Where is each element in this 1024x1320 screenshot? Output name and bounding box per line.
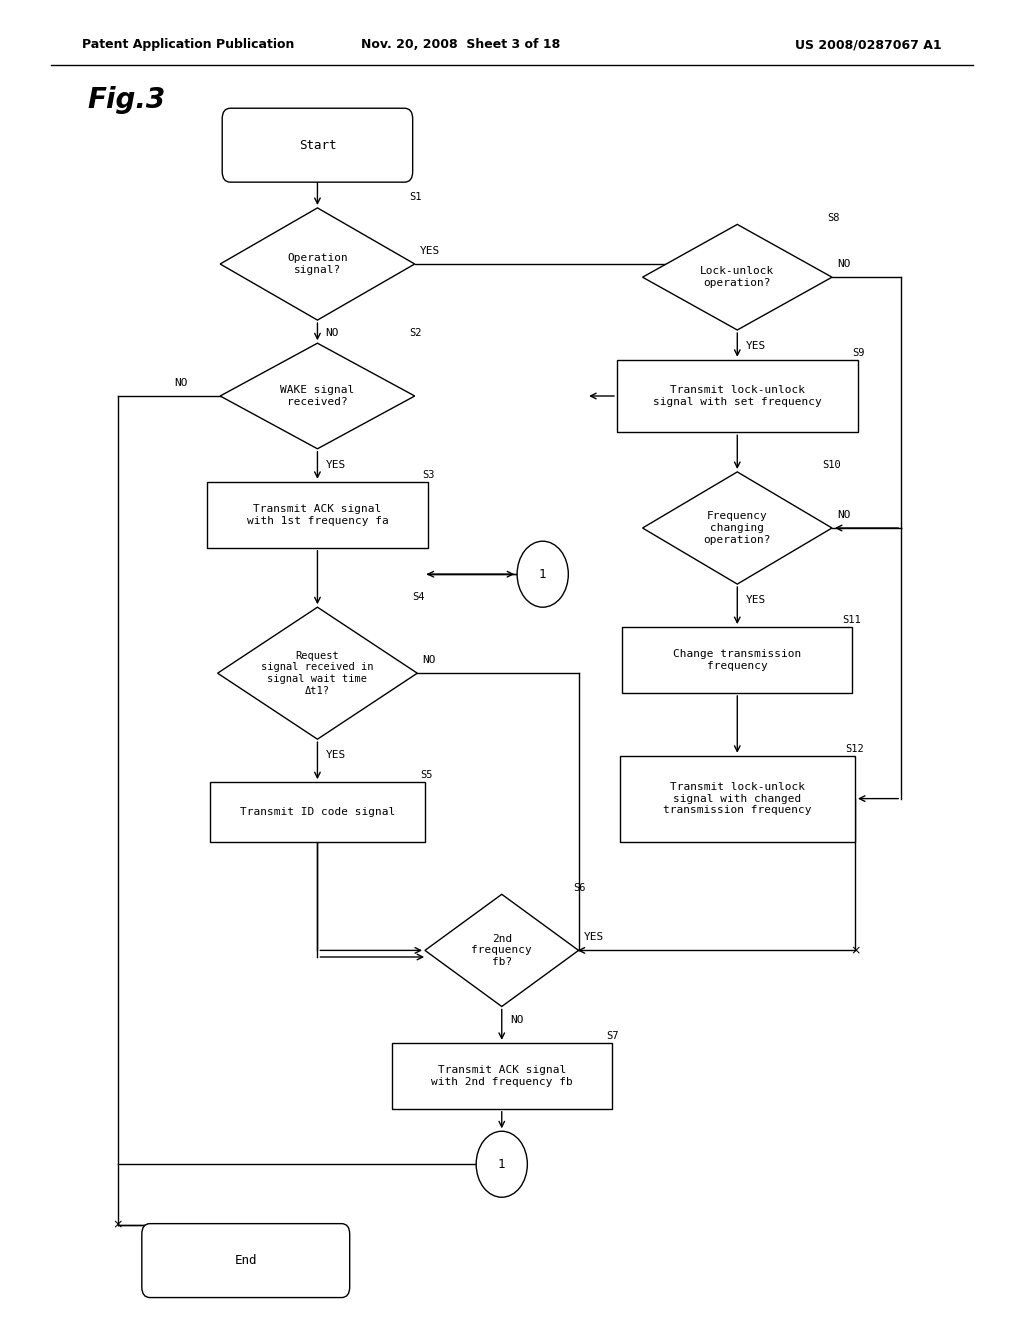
Bar bbox=[622, 627, 852, 693]
Text: US 2008/0287067 A1: US 2008/0287067 A1 bbox=[796, 38, 942, 51]
Polygon shape bbox=[220, 343, 415, 449]
Text: 1: 1 bbox=[539, 568, 547, 581]
Text: Transmit ACK signal
with 1st frequency fa: Transmit ACK signal with 1st frequency f… bbox=[247, 504, 388, 525]
Text: End: End bbox=[234, 1254, 257, 1267]
Text: ×: × bbox=[113, 1218, 123, 1232]
Text: Lock-unlock
operation?: Lock-unlock operation? bbox=[700, 267, 774, 288]
Text: Request
signal received in
signal wait time
Δt1?: Request signal received in signal wait t… bbox=[261, 651, 374, 696]
Text: S5: S5 bbox=[420, 771, 432, 780]
Text: Fig.3: Fig.3 bbox=[87, 86, 165, 114]
Text: YES: YES bbox=[326, 750, 346, 760]
FancyBboxPatch shape bbox=[141, 1224, 349, 1298]
Text: 2nd
frequency
fb?: 2nd frequency fb? bbox=[471, 933, 532, 968]
Text: S7: S7 bbox=[606, 1031, 620, 1041]
Bar bbox=[616, 360, 858, 433]
Text: YES: YES bbox=[745, 341, 766, 351]
Bar bbox=[210, 781, 425, 842]
Text: S3: S3 bbox=[422, 470, 435, 480]
Text: S1: S1 bbox=[410, 193, 422, 202]
Text: Transmit lock-unlock
signal with changed
transmission frequency: Transmit lock-unlock signal with changed… bbox=[663, 781, 812, 816]
Polygon shape bbox=[643, 224, 831, 330]
Polygon shape bbox=[425, 895, 579, 1006]
Text: Transmit lock-unlock
signal with set frequency: Transmit lock-unlock signal with set fre… bbox=[653, 385, 821, 407]
Bar bbox=[620, 755, 855, 842]
Text: S4: S4 bbox=[412, 591, 425, 602]
Text: S12: S12 bbox=[845, 744, 863, 754]
Circle shape bbox=[476, 1131, 527, 1197]
Text: YES: YES bbox=[584, 932, 604, 942]
Text: NO: NO bbox=[838, 259, 851, 269]
Text: NO: NO bbox=[422, 655, 436, 665]
Text: NO: NO bbox=[326, 329, 339, 338]
Text: Start: Start bbox=[299, 139, 336, 152]
Text: ×: × bbox=[850, 944, 860, 957]
Text: S10: S10 bbox=[821, 461, 841, 470]
Text: Patent Application Publication: Patent Application Publication bbox=[82, 38, 294, 51]
Text: S6: S6 bbox=[573, 883, 586, 892]
Text: WAKE signal
received?: WAKE signal received? bbox=[281, 385, 354, 407]
Text: Transmit ID code signal: Transmit ID code signal bbox=[240, 807, 395, 817]
Polygon shape bbox=[217, 607, 418, 739]
Polygon shape bbox=[643, 473, 831, 583]
FancyBboxPatch shape bbox=[222, 108, 413, 182]
Text: Change transmission
frequency: Change transmission frequency bbox=[673, 649, 802, 671]
Bar bbox=[391, 1043, 612, 1109]
Circle shape bbox=[517, 541, 568, 607]
Text: NO: NO bbox=[510, 1015, 523, 1024]
Text: NO: NO bbox=[174, 378, 187, 388]
Text: Nov. 20, 2008  Sheet 3 of 18: Nov. 20, 2008 Sheet 3 of 18 bbox=[361, 38, 560, 51]
Text: S2: S2 bbox=[410, 327, 422, 338]
Text: S9: S9 bbox=[852, 348, 865, 358]
Text: NO: NO bbox=[838, 510, 851, 520]
Text: YES: YES bbox=[745, 595, 766, 605]
Text: 1: 1 bbox=[498, 1158, 506, 1171]
Text: Operation
signal?: Operation signal? bbox=[287, 253, 348, 275]
Text: YES: YES bbox=[326, 459, 346, 470]
Polygon shape bbox=[220, 207, 415, 319]
Bar bbox=[207, 482, 428, 548]
Text: S8: S8 bbox=[827, 213, 840, 223]
Text: Transmit ACK signal
with 2nd frequency fb: Transmit ACK signal with 2nd frequency f… bbox=[431, 1065, 572, 1086]
Text: YES: YES bbox=[420, 246, 440, 256]
Text: S11: S11 bbox=[842, 615, 861, 626]
Text: Frequency
changing
operation?: Frequency changing operation? bbox=[703, 511, 771, 545]
